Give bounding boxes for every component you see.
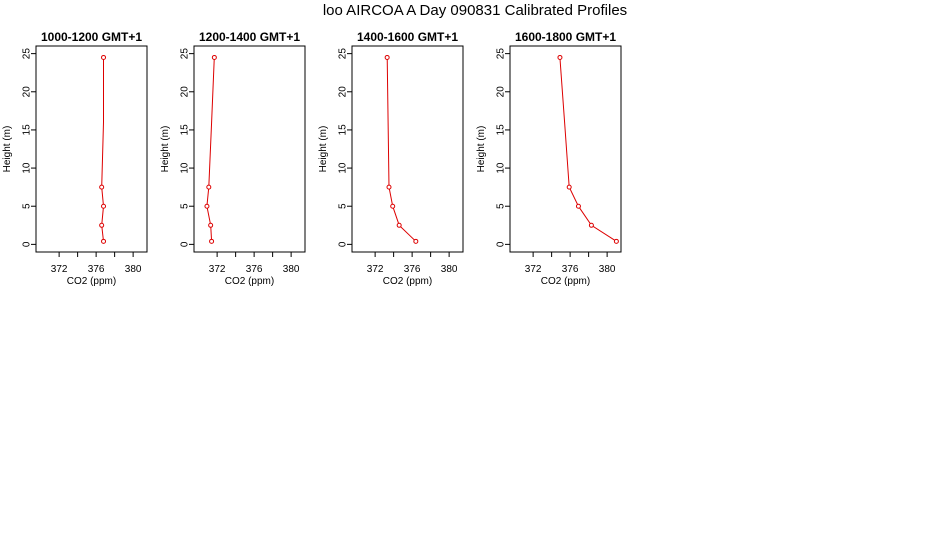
profile-line: [101, 57, 105, 242]
profile-line: [206, 57, 215, 242]
y-tick-label: 20: [496, 86, 507, 98]
y-tick-label: 15: [22, 124, 33, 136]
x-axis-label: CO2 (ppm): [67, 276, 116, 287]
data-point: [204, 203, 210, 209]
data-point: [557, 54, 563, 60]
y-tick-label: 25: [496, 48, 507, 60]
y-tick-label: 5: [180, 203, 191, 209]
data-point: [566, 184, 572, 190]
profile-chart-4: 1600-1800 GMT+1 372 376 380 CO2 (ppm) 0 5 10 15 2…: [476, 30, 622, 287]
x-tick-label: 372: [51, 264, 68, 275]
y-tick-label: 0: [22, 241, 33, 247]
data-point: [101, 54, 107, 60]
profile-chart-3: 1400-1600 GMT+1 372 376 380 CO2 (ppm) 0 5 10 15 2…: [318, 30, 464, 287]
x-tick-label: 372: [209, 264, 226, 275]
y-tick-label: 0: [496, 241, 507, 247]
data-point: [386, 184, 392, 190]
y-tick-label: 25: [180, 48, 191, 60]
y-tick-label: 20: [180, 86, 191, 98]
plot-frame: [351, 45, 464, 253]
y-tick-label: 10: [22, 162, 33, 174]
y-tick-label: 10: [496, 162, 507, 174]
y-axis-label: Height (m): [160, 126, 171, 173]
data-point: [101, 203, 107, 209]
data-point: [101, 238, 107, 244]
chart-title: 1400-1600 GMT+1: [357, 30, 458, 44]
y-axis-label: Height (m): [2, 126, 13, 173]
data-point: [99, 184, 105, 190]
x-tick-label: 372: [525, 264, 542, 275]
data-point: [575, 203, 581, 209]
y-tick-label: 5: [338, 203, 349, 209]
data-point: [99, 222, 105, 228]
y-tick-label: 5: [22, 203, 33, 209]
profile-chart-2: 1200-1400 GMT+1 372 376 380 CO2 (ppm) 0 5 10 15 2…: [160, 30, 306, 287]
y-axis-label: Height (m): [318, 126, 329, 173]
chart-title: 1000-1200 GMT+1: [41, 30, 142, 44]
chart-title: 1600-1800 GMT+1: [515, 30, 616, 44]
y-tick-label: 10: [338, 162, 349, 174]
x-tick-label: 372: [367, 264, 384, 275]
data-point: [211, 54, 217, 60]
x-tick-label: 376: [562, 264, 579, 275]
x-tick-label: 376: [246, 264, 263, 275]
x-axis-label: CO2 (ppm): [383, 276, 432, 287]
x-tick-label: 380: [283, 264, 300, 275]
plot-frame: [193, 45, 306, 253]
data-point: [396, 222, 402, 228]
profile-line: [386, 57, 417, 242]
y-tick-label: 0: [180, 241, 191, 247]
page-title: loo AIRCOA A Day 090831 Calibrated Profi…: [322, 2, 628, 19]
x-tick-label: 376: [404, 264, 421, 275]
y-tick-label: 0: [338, 241, 349, 247]
x-tick-label: 380: [125, 264, 142, 275]
y-tick-label: 5: [496, 203, 507, 209]
data-point: [390, 203, 396, 209]
plot-frame: [509, 45, 622, 253]
x-tick-label: 380: [599, 264, 616, 275]
y-tick-label: 25: [22, 48, 33, 60]
y-axis-label: Height (m): [476, 126, 487, 173]
y-tick-label: 20: [22, 86, 33, 98]
data-point: [209, 238, 215, 244]
x-axis-label: CO2 (ppm): [541, 276, 590, 287]
y-tick-label: 25: [338, 48, 349, 60]
data-point: [413, 238, 419, 244]
y-tick-label: 10: [180, 162, 191, 174]
data-point: [613, 238, 619, 244]
data-point: [206, 184, 212, 190]
x-tick-label: 380: [441, 264, 458, 275]
y-tick-label: 15: [338, 124, 349, 136]
x-tick-label: 376: [88, 264, 105, 275]
chart-title: 1200-1400 GMT+1: [199, 30, 300, 44]
data-point: [208, 222, 214, 228]
y-tick-label: 15: [496, 124, 507, 136]
x-axis-label: CO2 (ppm): [225, 276, 274, 287]
y-tick-label: 15: [180, 124, 191, 136]
data-point: [588, 222, 594, 228]
profile-line: [559, 57, 617, 242]
data-point: [384, 54, 390, 60]
y-tick-label: 20: [338, 86, 349, 98]
profile-chart-1: 1000-1200 GMT+1 372 376 380 CO2 (ppm) 0 5 10 15 2…: [2, 30, 148, 287]
plot-frame: [35, 45, 148, 253]
